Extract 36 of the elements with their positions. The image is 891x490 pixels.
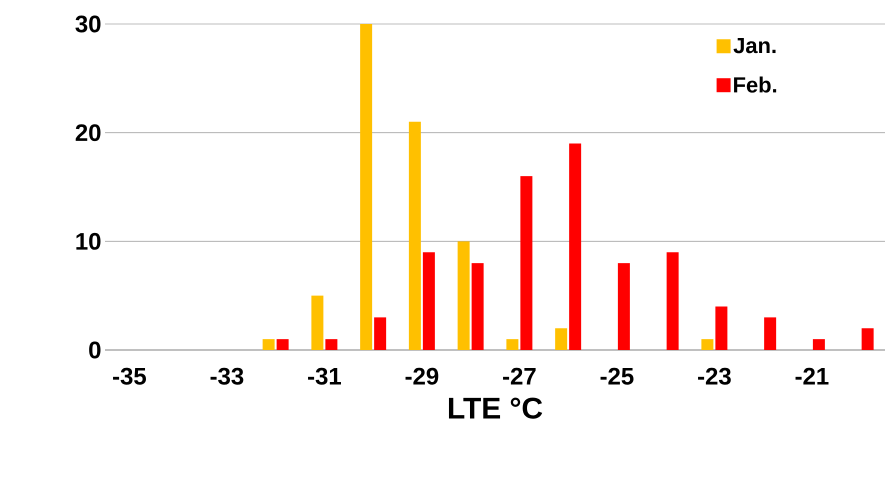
- x-tick-label: -23: [698, 368, 731, 385]
- y-tick-label: 10: [76, 232, 100, 250]
- y-tick-label: 20: [76, 124, 100, 142]
- bar: [311, 296, 324, 350]
- x-tick-label: -33: [210, 368, 244, 385]
- x-axis-title: LTE °C: [448, 398, 542, 419]
- bar: [862, 328, 874, 350]
- bar: [666, 252, 679, 350]
- bar: [422, 252, 435, 350]
- bar: [812, 339, 825, 350]
- x-tick-label: -35: [113, 368, 146, 385]
- x-tick-label: -27: [503, 368, 536, 384]
- bar: [262, 339, 275, 350]
- bar: [360, 24, 372, 350]
- bar: [715, 306, 728, 350]
- bar: [764, 317, 776, 350]
- y-tick-label: 0: [89, 342, 100, 358]
- bar: [374, 317, 386, 350]
- bar: [458, 241, 470, 350]
- legend-label: Feb.: [734, 76, 776, 93]
- x-tick-label: -31: [308, 368, 341, 385]
- x-tick-label: -21: [796, 368, 828, 384]
- bar: [276, 339, 289, 350]
- bar: [520, 176, 532, 350]
- x-tick-label: -29: [406, 368, 438, 385]
- x-tick-label: -25: [600, 368, 634, 385]
- bar: [555, 328, 568, 350]
- bar: [569, 144, 582, 350]
- bar: [701, 339, 714, 350]
- bar: [618, 263, 630, 350]
- bar: [506, 339, 518, 350]
- bar: [408, 122, 421, 350]
- legend-label: Jan.: [734, 38, 776, 54]
- y-tick-label: 30: [75, 16, 100, 32]
- bar: [325, 339, 338, 350]
- bar: [472, 263, 484, 350]
